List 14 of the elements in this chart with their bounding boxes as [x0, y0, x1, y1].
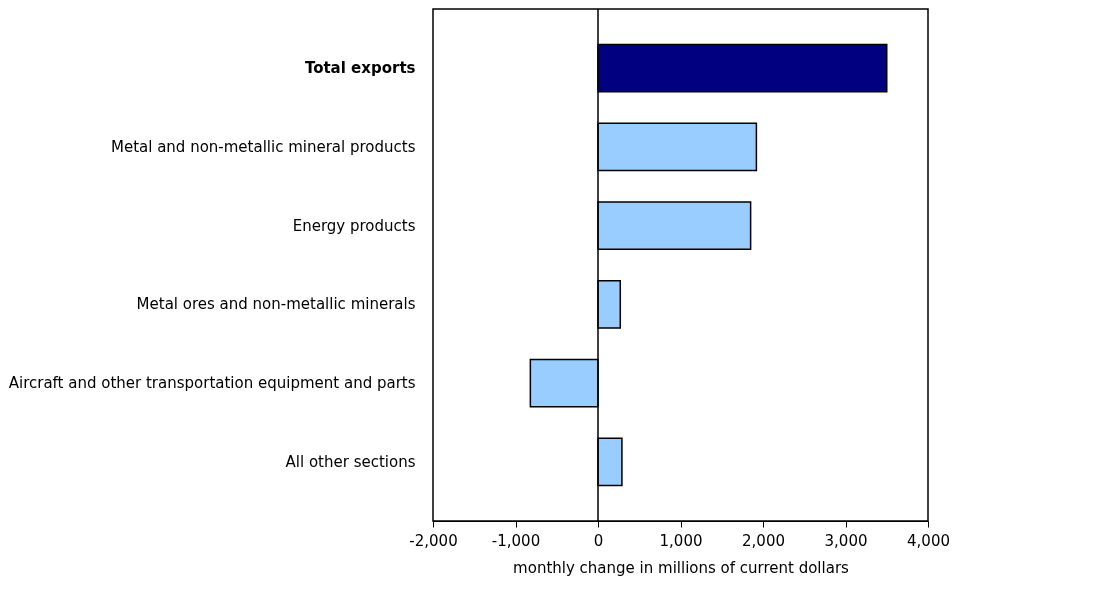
x-tick-label: 1,000	[659, 531, 703, 550]
y-tick-label: Energy products	[292, 216, 416, 235]
y-tick-label: Aircraft and other transportation equipment and parts	[8, 374, 416, 393]
x-tick-label: -1,000	[491, 531, 541, 550]
y-tick-label: Metal ores and non-metallic minerals	[136, 295, 416, 314]
x-tick-label: 0	[593, 531, 604, 550]
x-tick-label: -2,000	[409, 531, 458, 550]
y-tick-label: Total exports	[304, 59, 416, 78]
x-tick-label: 2,000	[742, 531, 785, 550]
x-tick-label: 4,000	[907, 531, 950, 550]
x-tick-label: 3,000	[824, 531, 868, 550]
y-tick-label: Metal and non-metallic mineral products	[110, 137, 416, 156]
x-axis-title: monthly change in millions of current dollars	[513, 558, 850, 577]
y-tick-label: All other sections	[285, 452, 416, 471]
